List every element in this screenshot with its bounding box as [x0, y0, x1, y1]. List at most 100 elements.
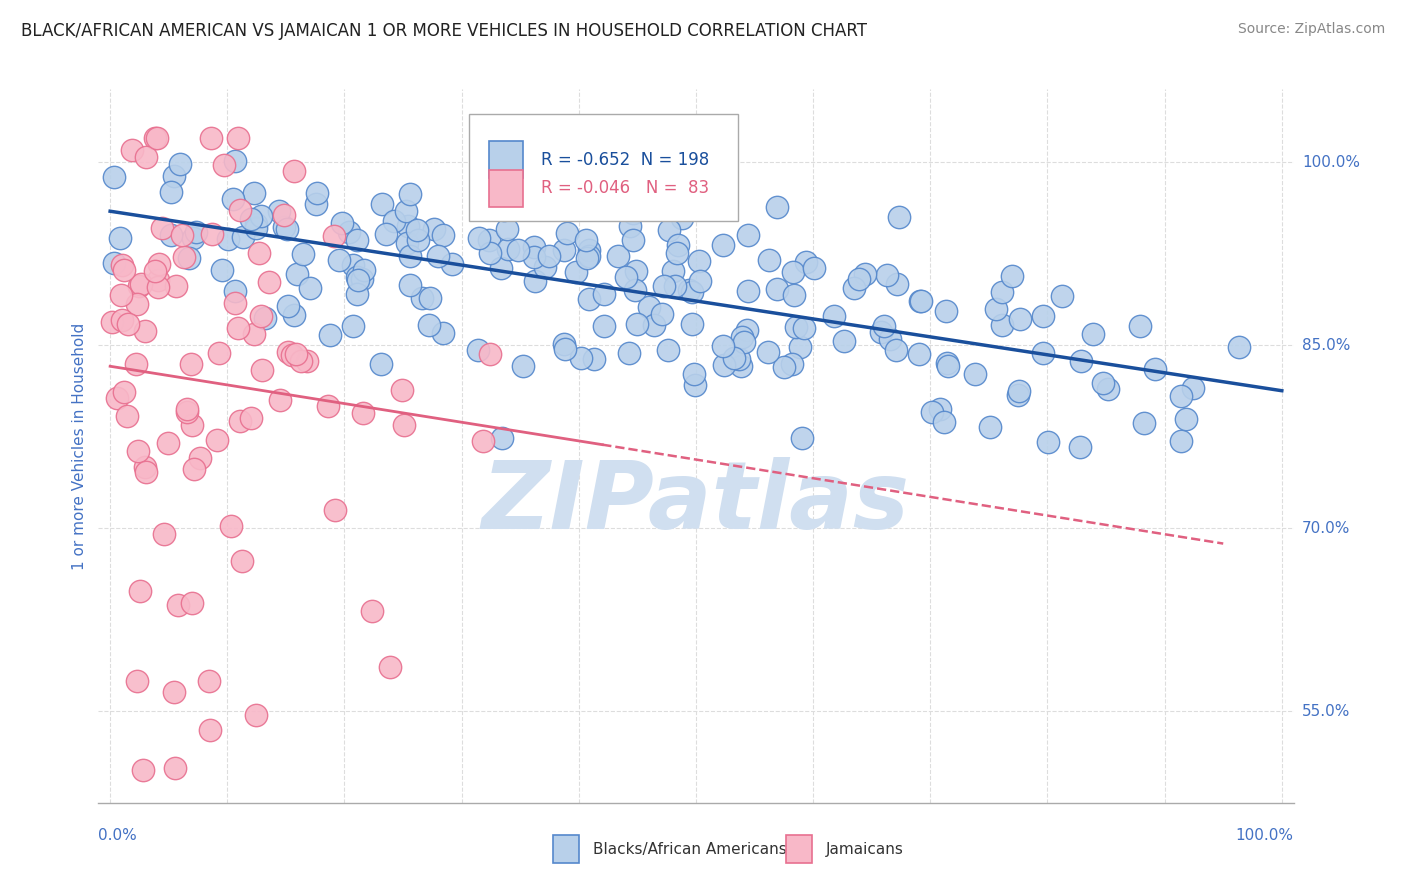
Point	[245, 708, 267, 723]
Point	[565, 264, 588, 278]
Point	[1175, 412, 1198, 426]
Point	[172, 227, 194, 242]
Point	[218, 232, 240, 246]
Point	[575, 233, 598, 247]
Point	[323, 503, 346, 517]
Point	[711, 339, 734, 353]
Point	[285, 347, 308, 361]
Point	[1008, 311, 1031, 326]
Point	[146, 273, 169, 287]
Point	[396, 236, 419, 251]
Point	[758, 253, 780, 268]
Point	[873, 319, 896, 334]
FancyBboxPatch shape	[489, 141, 523, 178]
Point	[652, 279, 675, 293]
Point	[929, 401, 952, 416]
Point	[1170, 388, 1192, 402]
Point	[664, 278, 686, 293]
Point	[678, 283, 700, 297]
Point	[181, 417, 204, 432]
Point	[143, 264, 166, 278]
Point	[382, 213, 405, 227]
Point	[986, 302, 1008, 317]
Point	[132, 763, 155, 777]
Point	[101, 315, 124, 329]
Point	[370, 358, 392, 372]
FancyBboxPatch shape	[786, 835, 811, 863]
Point	[273, 208, 295, 222]
Point	[219, 519, 242, 533]
Point	[884, 343, 907, 357]
Point	[128, 278, 150, 293]
Point	[879, 332, 901, 346]
Point	[250, 309, 273, 323]
Point	[713, 359, 735, 373]
Point	[222, 192, 245, 206]
Point	[554, 342, 576, 356]
Point	[110, 287, 132, 301]
Point	[651, 307, 673, 321]
Point	[737, 323, 759, 337]
Text: ZIPatlas: ZIPatlas	[482, 457, 910, 549]
Point	[207, 433, 229, 447]
Point	[794, 254, 817, 268]
Point	[163, 684, 186, 698]
Point	[782, 265, 804, 279]
Point	[578, 249, 600, 263]
Point	[257, 275, 280, 289]
FancyBboxPatch shape	[489, 169, 523, 207]
Point	[681, 317, 703, 331]
Point	[672, 194, 695, 208]
Point	[606, 249, 628, 263]
Point	[131, 277, 153, 291]
Point	[200, 131, 222, 145]
Text: Jamaicans: Jamaicans	[827, 842, 904, 856]
Point	[658, 223, 681, 237]
Point	[1092, 376, 1115, 390]
Point	[619, 219, 641, 234]
Point	[848, 272, 870, 286]
Point	[869, 325, 891, 339]
Point	[1007, 387, 1029, 401]
Point	[624, 264, 647, 278]
Point	[243, 327, 266, 342]
Point	[250, 363, 273, 377]
Point	[834, 334, 856, 348]
Point	[990, 285, 1012, 299]
Point	[224, 284, 246, 298]
Point	[224, 296, 246, 310]
Point	[165, 278, 187, 293]
Point	[737, 228, 759, 243]
Text: Source: ZipAtlas.com: Source: ZipAtlas.com	[1237, 22, 1385, 37]
Point	[523, 250, 546, 264]
Point	[347, 272, 370, 286]
Point	[681, 285, 703, 300]
Point	[1143, 362, 1166, 376]
Point	[475, 146, 498, 161]
Point	[624, 283, 647, 297]
Point	[396, 219, 419, 234]
Point	[405, 223, 427, 237]
Point	[688, 254, 710, 268]
Point	[427, 249, 450, 263]
Point	[853, 267, 876, 281]
Point	[1229, 340, 1251, 354]
Point	[538, 249, 561, 263]
Point	[322, 228, 344, 243]
Y-axis label: 1 or more Vehicles in Household: 1 or more Vehicles in Household	[72, 322, 87, 570]
Point	[273, 219, 295, 234]
Point	[803, 260, 825, 275]
Point	[183, 462, 205, 476]
Point	[1001, 268, 1024, 283]
Point	[374, 227, 396, 242]
Point	[148, 279, 170, 293]
Point	[910, 294, 932, 309]
Point	[398, 186, 420, 201]
Point	[176, 405, 198, 419]
Point	[134, 460, 156, 475]
Point	[224, 153, 246, 168]
Point	[593, 319, 616, 334]
Point	[793, 320, 815, 334]
Point	[276, 299, 298, 313]
Point	[617, 346, 640, 360]
